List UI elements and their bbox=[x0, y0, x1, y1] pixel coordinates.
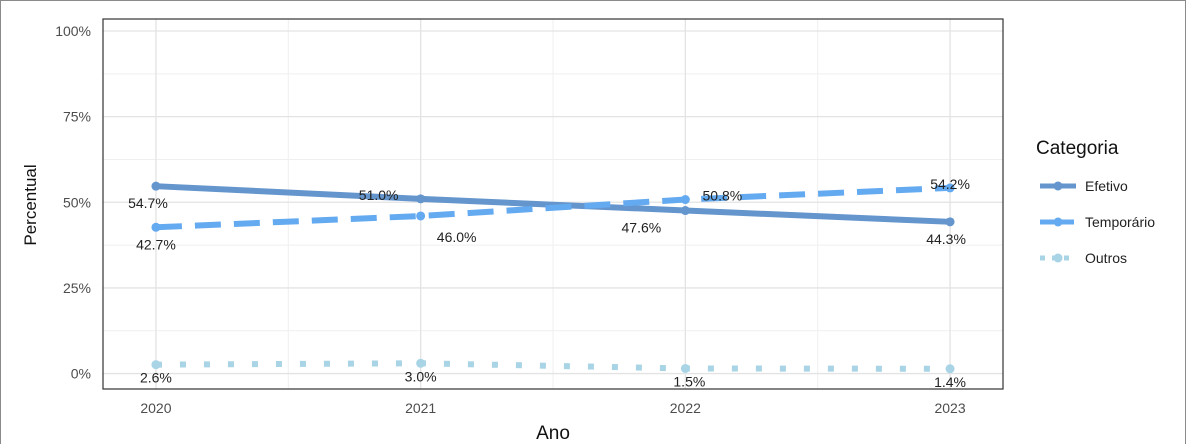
x-tick-label: 2020 bbox=[140, 400, 171, 416]
data-point bbox=[945, 364, 955, 374]
data-label: 44.3% bbox=[926, 231, 966, 247]
data-label: 3.0% bbox=[405, 368, 437, 384]
data-point bbox=[416, 194, 426, 204]
x-tick-label: 2021 bbox=[405, 400, 436, 416]
series-group bbox=[151, 181, 955, 374]
data-label: 50.8% bbox=[703, 188, 743, 204]
x-tick-label: 2023 bbox=[934, 400, 965, 416]
data-point bbox=[151, 360, 161, 370]
data-point bbox=[680, 206, 690, 216]
x-axis: 2020 2021 2022 2023 bbox=[140, 400, 965, 416]
series-line bbox=[155, 183, 951, 225]
y-tick-label: 25% bbox=[63, 280, 91, 296]
y-tick-label: 50% bbox=[63, 194, 91, 210]
data-point bbox=[416, 211, 426, 221]
data-label: 2.6% bbox=[140, 370, 172, 386]
data-label: 1.5% bbox=[673, 373, 705, 389]
data-label: 51.0% bbox=[359, 187, 399, 203]
data-label: 54.7% bbox=[128, 195, 168, 211]
legend-label: Efetivo bbox=[1085, 178, 1128, 194]
y-tick-label: 100% bbox=[55, 23, 91, 39]
legend-label: Outros bbox=[1085, 250, 1127, 266]
y-axis: 0% 25% 50% 75% 100% bbox=[55, 23, 91, 382]
legend-label: Temporário bbox=[1085, 214, 1155, 230]
legend-swatch-point bbox=[1053, 253, 1063, 263]
data-point bbox=[945, 217, 955, 227]
data-label: 1.4% bbox=[934, 374, 966, 390]
series-line bbox=[155, 184, 951, 231]
data-point bbox=[680, 363, 690, 373]
legend: Categoria Efetivo Temporário Outros bbox=[1036, 138, 1155, 266]
y-tick-label: 75% bbox=[63, 109, 91, 125]
data-point bbox=[416, 358, 426, 368]
legend-swatch-point bbox=[1053, 217, 1063, 227]
x-axis-title: Ano bbox=[536, 423, 570, 444]
legend-swatch-point bbox=[1053, 181, 1063, 191]
legend-title: Categoria bbox=[1036, 138, 1119, 159]
data-labels: 54.7% 51.0% 47.6% 44.3% 42.7% 46.0% 50.8% 54.2%… bbox=[128, 176, 970, 390]
y-axis-title: Percentual bbox=[21, 164, 40, 245]
data-point bbox=[945, 183, 955, 193]
x-tick-label: 2022 bbox=[670, 400, 701, 416]
plot-panel-border bbox=[102, 18, 1004, 390]
data-label: 47.6% bbox=[622, 220, 662, 236]
data-label: 54.2% bbox=[930, 176, 970, 192]
data-label: 42.7% bbox=[136, 236, 176, 252]
grid-lines bbox=[103, 19, 1003, 389]
data-point bbox=[151, 181, 161, 191]
data-label: 46.0% bbox=[437, 229, 477, 245]
data-point bbox=[680, 195, 690, 205]
data-point bbox=[151, 222, 161, 232]
y-tick-label: 0% bbox=[71, 366, 91, 382]
